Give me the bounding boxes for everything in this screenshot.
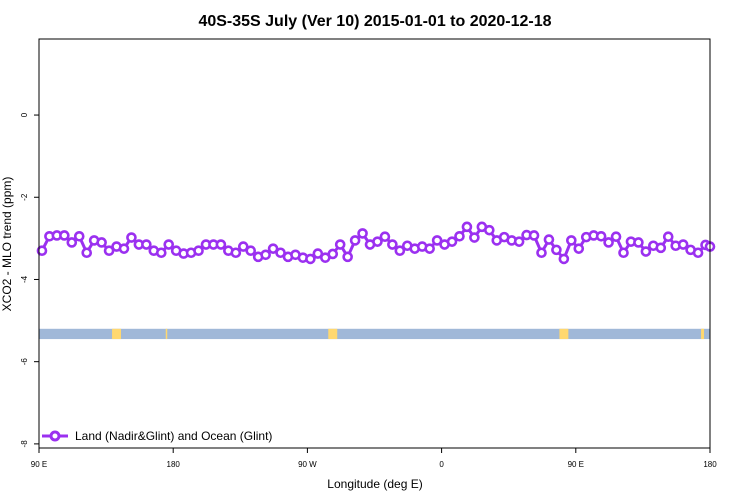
data-point xyxy=(237,241,249,252)
data-point xyxy=(342,251,353,263)
data-point xyxy=(618,247,629,259)
data-point xyxy=(372,236,383,247)
data-point xyxy=(267,243,279,254)
land-segment xyxy=(701,328,705,340)
data-point xyxy=(387,239,398,250)
legend-label: Land (Nadir&Glint) and Ocean (Glint) xyxy=(75,429,272,443)
land-segment xyxy=(165,328,168,340)
land-ocean-band xyxy=(39,328,710,340)
data-point xyxy=(126,232,137,243)
data-point xyxy=(66,237,78,248)
data-point xyxy=(461,221,473,233)
data-point xyxy=(275,247,286,259)
data-point xyxy=(692,247,704,259)
data-point xyxy=(215,239,227,250)
data-point xyxy=(543,234,555,245)
data-point xyxy=(155,247,167,259)
data-point xyxy=(163,239,175,250)
data-point xyxy=(424,243,435,254)
data-point xyxy=(245,245,257,256)
data-point xyxy=(573,243,585,254)
data-point xyxy=(312,248,324,259)
data-point xyxy=(454,231,465,242)
land-segment xyxy=(559,328,569,340)
data-point xyxy=(260,249,271,261)
series-group xyxy=(36,221,716,265)
data-point xyxy=(305,253,316,265)
data-point xyxy=(536,247,547,259)
data-point xyxy=(118,243,130,254)
data-point xyxy=(36,245,48,256)
legend: Land (Nadir&Glint) and Ocean (Glint) xyxy=(42,429,272,443)
y-tick-label: -2 xyxy=(20,193,29,201)
x-tick-label: 180 xyxy=(703,460,717,469)
data-point xyxy=(446,236,458,247)
land-segment xyxy=(112,328,122,340)
data-point xyxy=(558,253,570,265)
data-point xyxy=(334,239,346,250)
data-point xyxy=(141,239,152,250)
ocean-band xyxy=(39,328,710,340)
data-point xyxy=(394,245,406,256)
data-point xyxy=(349,235,361,246)
data-point xyxy=(59,230,70,241)
data-point xyxy=(96,237,107,248)
y-axis: 0 -2 -4 -6 -8 xyxy=(20,112,39,447)
data-point xyxy=(610,231,622,243)
data-point xyxy=(513,236,525,247)
data-point xyxy=(357,228,368,239)
data-point xyxy=(73,231,85,242)
x-tick-label: 180 xyxy=(167,460,181,469)
data-point xyxy=(595,231,607,242)
x-axis-label: Longitude (deg E) xyxy=(327,477,422,491)
data-point xyxy=(551,244,562,256)
x-tick-label: 0 xyxy=(439,460,444,469)
data-point xyxy=(640,246,652,257)
data-point xyxy=(528,230,540,241)
legend-marker xyxy=(49,430,61,442)
data-point xyxy=(193,245,204,256)
plot-frame xyxy=(38,38,711,449)
y-tick-label: -8 xyxy=(20,440,29,448)
data-point xyxy=(103,245,115,256)
data-point xyxy=(327,248,339,260)
data-point xyxy=(230,247,242,259)
x-tick-label: 90 E xyxy=(568,460,584,469)
data-point xyxy=(633,237,644,248)
data-point xyxy=(379,231,391,243)
chart-title: 40S-35S July (Ver 10) 2015-01-01 to 2020… xyxy=(198,13,551,30)
data-point xyxy=(81,247,93,259)
land-segment xyxy=(328,328,338,340)
data-point xyxy=(431,235,443,246)
data-point xyxy=(469,232,480,243)
x-axis: 90 E 180 90 W 0 90 E 180 xyxy=(31,448,717,469)
data-point xyxy=(603,237,614,248)
y-tick-label: 0 xyxy=(20,112,29,117)
x-tick-label: 90 E xyxy=(31,460,47,469)
data-point xyxy=(566,235,577,246)
data-point xyxy=(484,224,495,236)
data-point xyxy=(677,239,689,250)
data-point xyxy=(655,242,667,254)
data-point xyxy=(662,231,674,243)
y-axis-label: XCO2 - MLO trend (ppm) xyxy=(0,177,14,312)
x-tick-label: 90 W xyxy=(298,460,317,469)
y-tick-label: -4 xyxy=(20,275,29,283)
y-tick-label: -6 xyxy=(20,358,29,366)
